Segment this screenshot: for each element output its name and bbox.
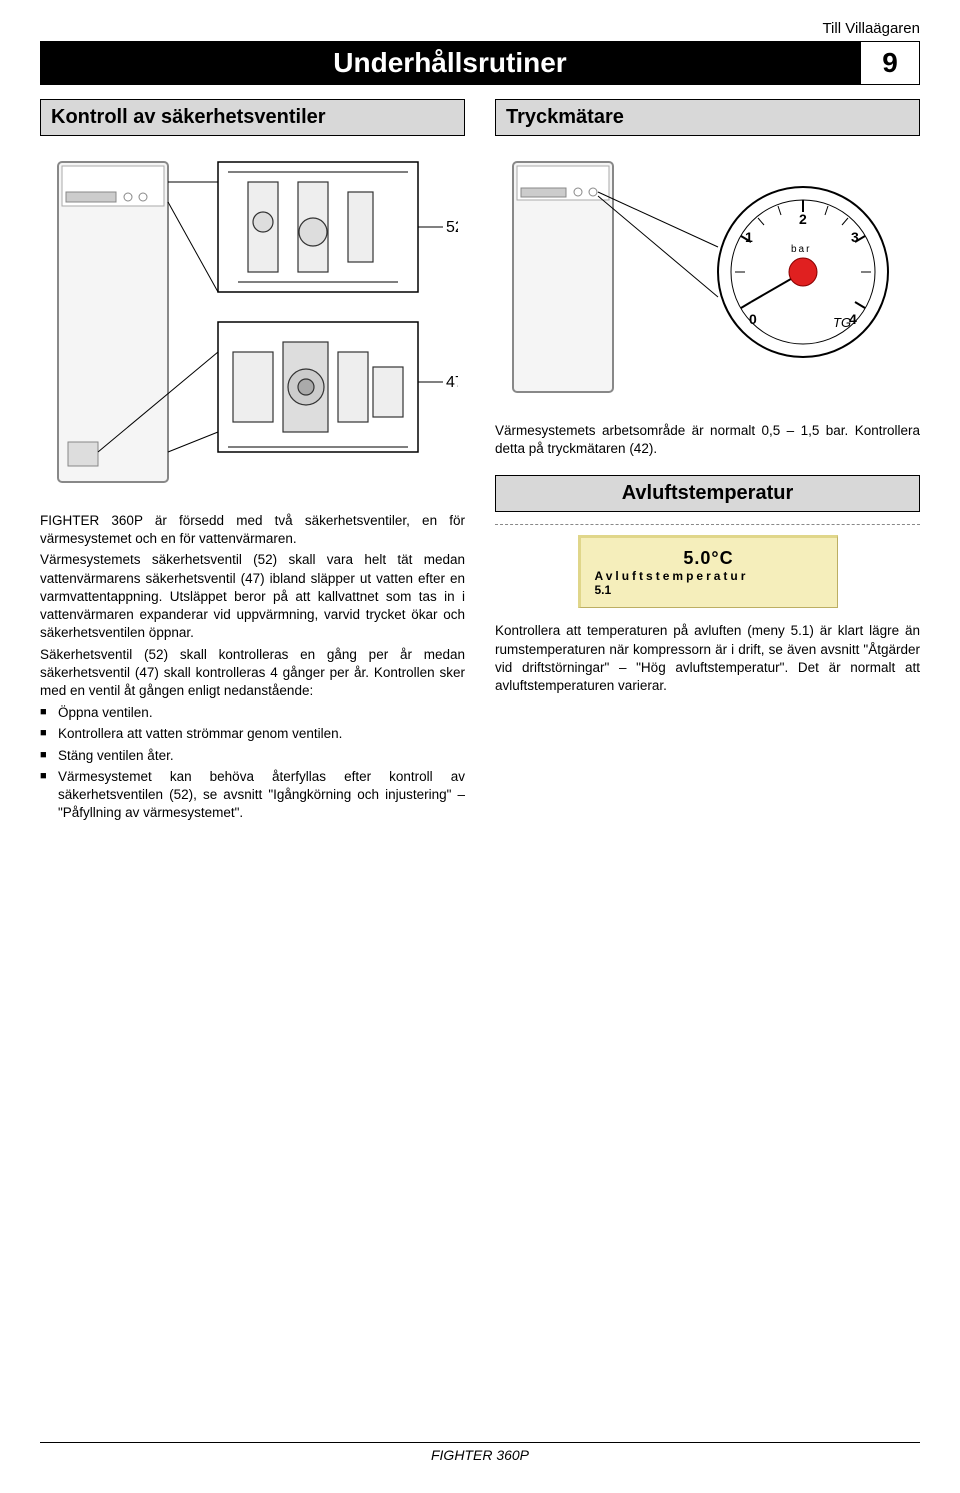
- svg-text:2: 2: [799, 211, 807, 227]
- callout-52: 52: [446, 219, 458, 236]
- bullet-item: Kontrollera att vatten strömmar genom ve…: [40, 725, 465, 743]
- svg-text:TG: TG: [833, 315, 851, 330]
- svg-text:1: 1: [745, 229, 753, 245]
- bullet-item: Stäng ventilen åter.: [40, 747, 465, 765]
- right-para-1: Värmesystemets arbetsområde är normalt 0…: [495, 422, 920, 458]
- display-label: Avluftstemperatur: [595, 569, 823, 583]
- illustration-safety-valves: 52 47: [40, 152, 465, 492]
- display-panel-wrapper: 5.0°C Avluftstemperatur 5.1: [495, 524, 920, 608]
- section-title-exhaust-temp: Avluftstemperatur: [495, 475, 920, 512]
- section-title-pressure-gauge: Tryckmätare: [495, 99, 920, 136]
- banner-title: Underhållsrutiner: [40, 41, 860, 85]
- svg-text:3: 3: [851, 229, 859, 245]
- left-para-3: Säkerhetsventil (52) skall kontrolleras …: [40, 646, 465, 701]
- bullet-item: Värmesystemet kan behöva återfyllas efte…: [40, 768, 465, 823]
- left-para-1: FIGHTER 360P är försedd med två säkerhet…: [40, 512, 465, 548]
- display-panel: 5.0°C Avluftstemperatur 5.1: [578, 535, 838, 608]
- svg-text:0: 0: [749, 311, 757, 327]
- top-header: Till Villaägaren: [40, 20, 920, 37]
- svg-text:bar: bar: [791, 244, 811, 255]
- callout-47: 47: [446, 374, 458, 391]
- page-banner: Underhållsrutiner 9: [40, 41, 920, 85]
- left-bullet-list: Öppna ventilen. Kontrollera att vatten s…: [40, 704, 465, 822]
- left-para-2: Värmesystemets säkerhetsventil (52) skal…: [40, 551, 465, 642]
- page-number: 9: [860, 41, 920, 85]
- display-temperature: 5.0°C: [595, 548, 823, 569]
- section-title-safety-valves: Kontroll av säkerhetsventiler: [40, 99, 465, 136]
- right-para-2: Kontrollera att temperaturen på avluften…: [495, 622, 920, 695]
- page-footer: FIGHTER 360P: [40, 1442, 920, 1463]
- display-menu-number: 5.1: [595, 583, 823, 597]
- illustration-pressure-gauge: 0 1 2 3 4 bar TG: [495, 152, 920, 402]
- bullet-item: Öppna ventilen.: [40, 704, 465, 722]
